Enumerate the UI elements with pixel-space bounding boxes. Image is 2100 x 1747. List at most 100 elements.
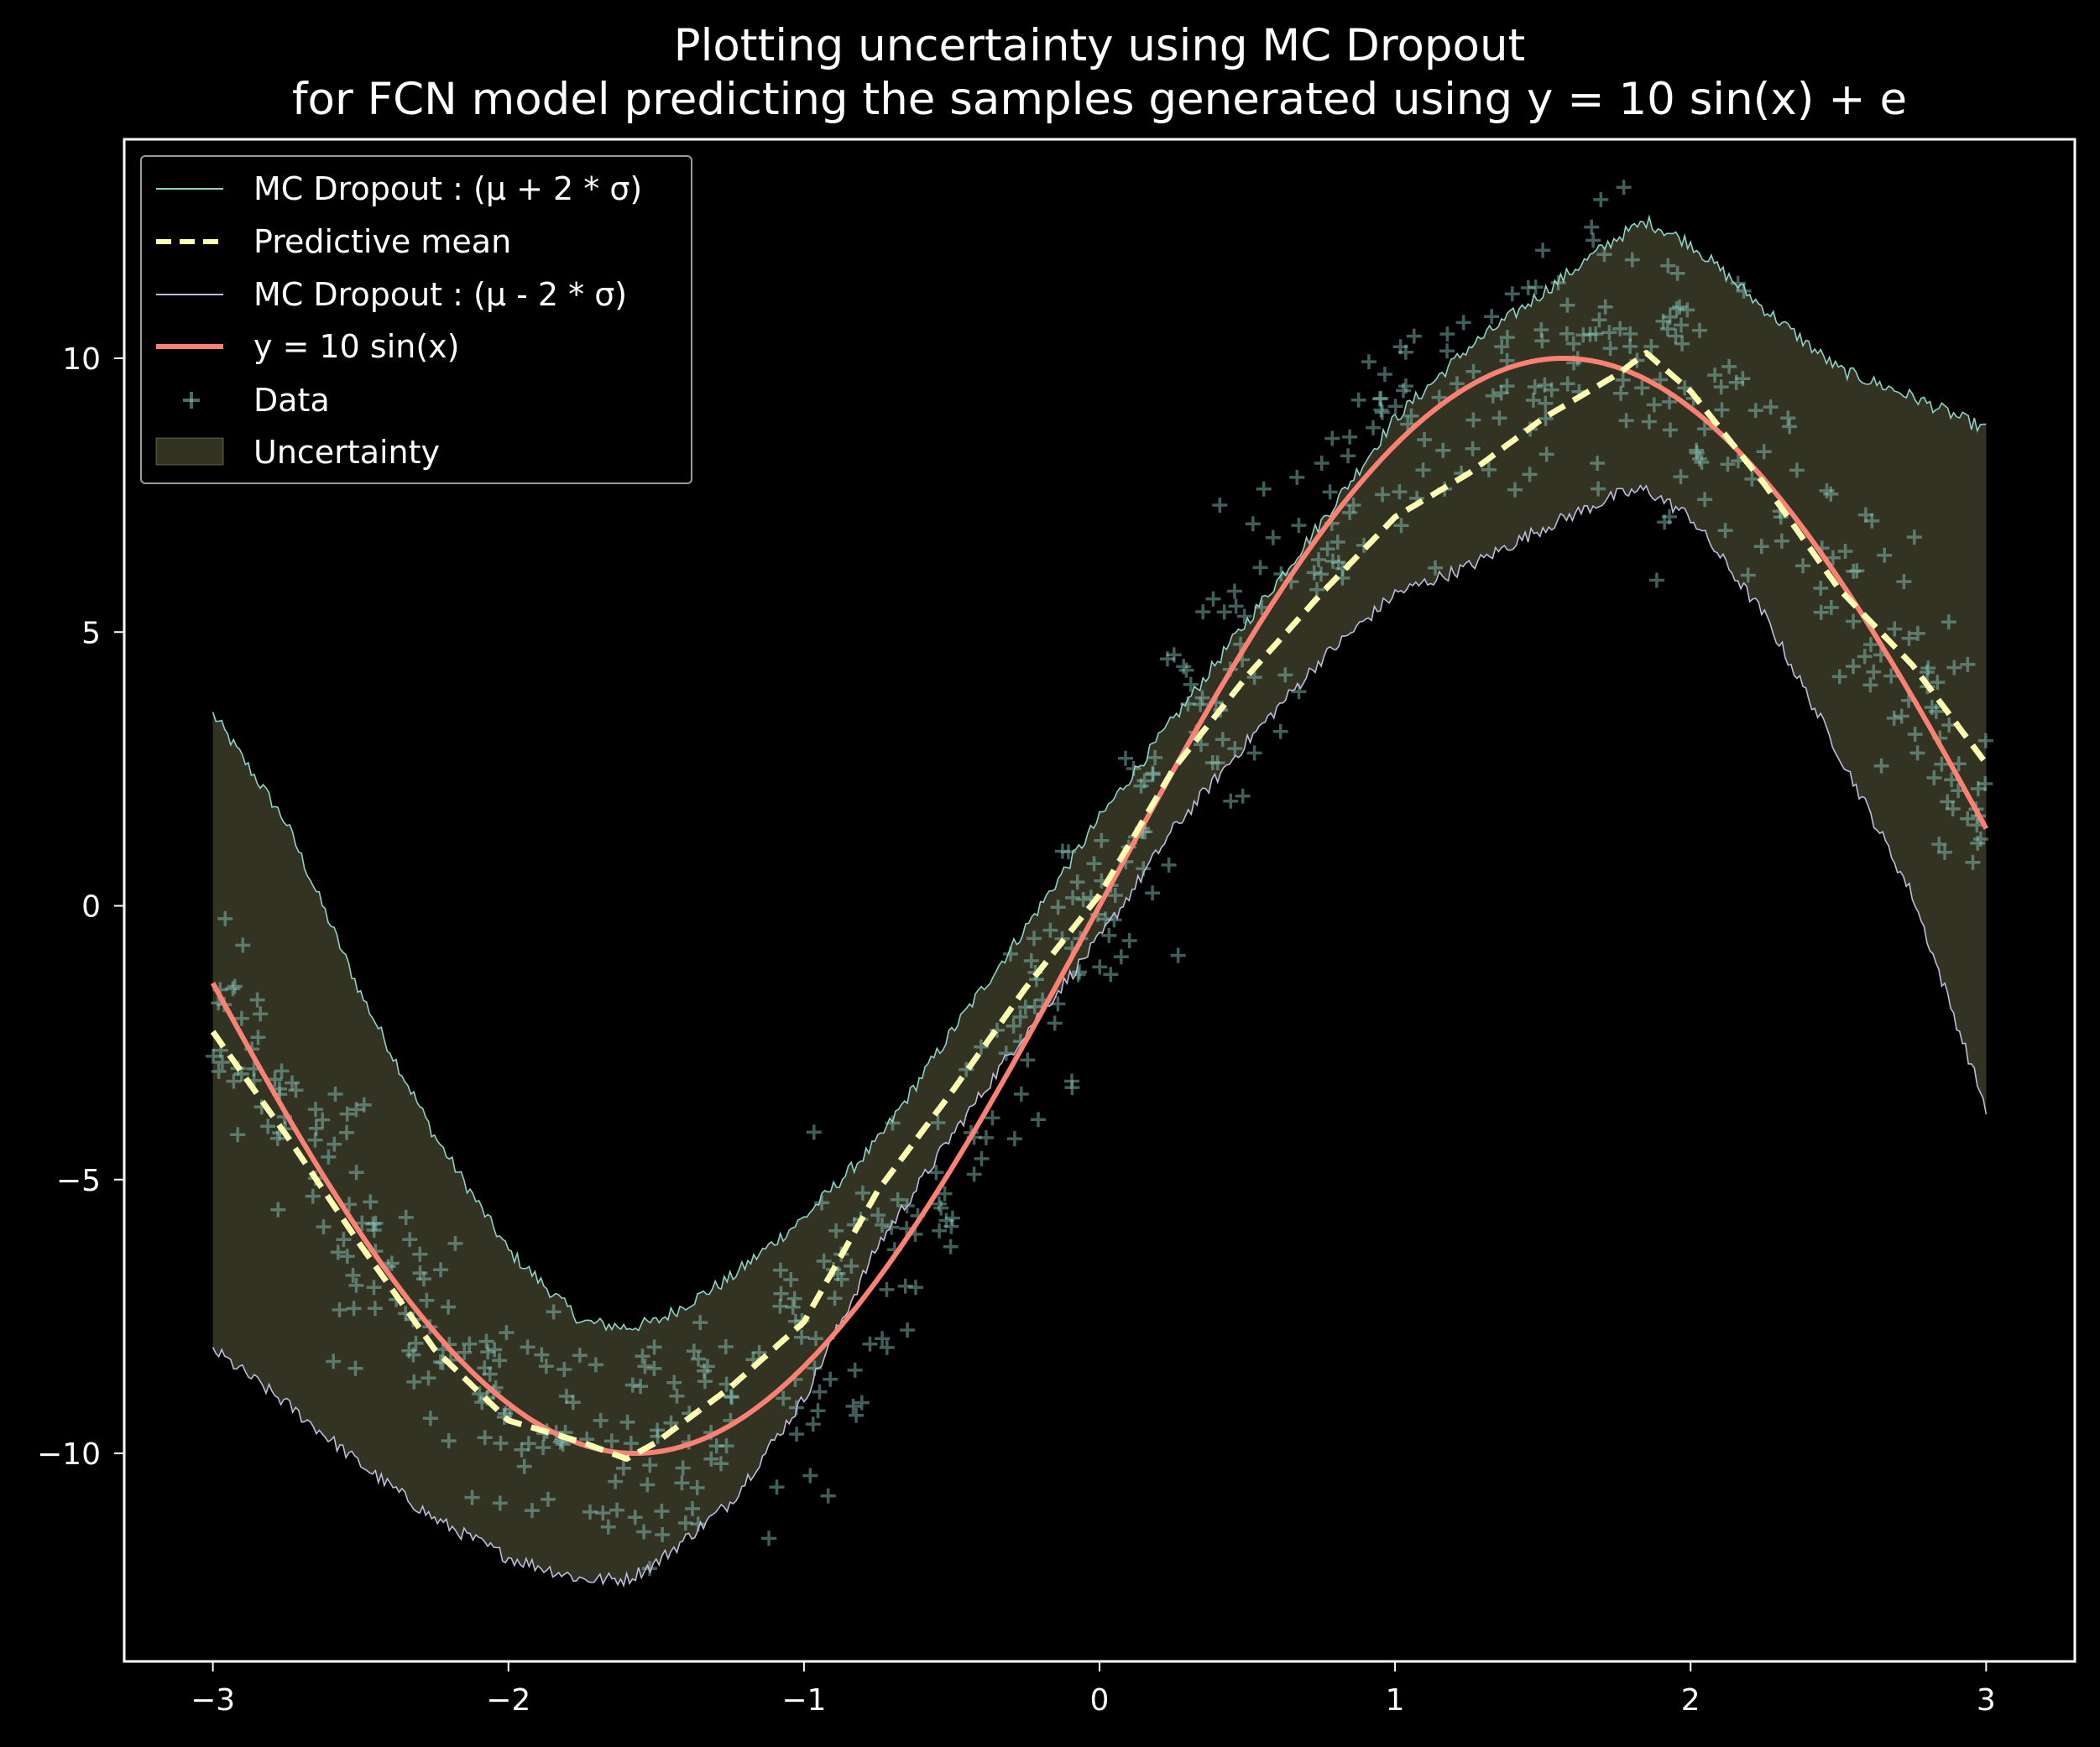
data-point: [493, 1436, 509, 1451]
data-point: [776, 1390, 791, 1406]
data-point: [516, 1458, 532, 1474]
data-point: [974, 1150, 990, 1166]
plot-area: [206, 180, 1993, 1588]
data-point: [1591, 481, 1606, 497]
data-point: [1047, 1015, 1063, 1031]
data-point: [1679, 302, 1695, 318]
data-point: [1136, 773, 1152, 789]
legend-mean-label: Predictive mean: [253, 223, 511, 260]
data-point: [1520, 280, 1536, 295]
data-point: [1782, 419, 1798, 435]
data-point: [226, 1073, 242, 1089]
data-point: [1753, 539, 1769, 555]
data-point: [1970, 835, 1986, 851]
data-point: [260, 1119, 276, 1134]
data-point: [1641, 414, 1657, 430]
data-point: [1780, 410, 1796, 426]
data-point: [1660, 258, 1676, 274]
data-point: [1322, 484, 1338, 500]
data-point: [1873, 758, 1889, 774]
data-point: [1674, 317, 1689, 333]
data-point: [1306, 565, 1322, 581]
data-point: [1195, 604, 1211, 620]
data-point: [211, 1063, 227, 1079]
legend-lower-label: MC Dropout : (μ - 2 * σ): [253, 276, 627, 313]
data-point: [1720, 456, 1736, 472]
data-point: [635, 1348, 650, 1364]
data-point: [844, 1258, 859, 1274]
data-point: [1265, 529, 1281, 545]
data-point: [1161, 857, 1177, 873]
data-point: [1662, 394, 1677, 409]
data-point: [1455, 315, 1471, 331]
data-point: [814, 1195, 830, 1211]
data-point: [1342, 504, 1358, 520]
data-point: [646, 1339, 662, 1355]
data-point: [408, 1335, 424, 1351]
data-point: [1669, 265, 1685, 281]
data-point: [1397, 344, 1413, 360]
data-point: [1227, 741, 1243, 757]
data-point: [253, 1006, 269, 1022]
legend-uncertainty-label: Uncertainty: [253, 434, 440, 471]
data-point: [718, 1339, 734, 1354]
data-point: [789, 1426, 805, 1442]
data-point: [608, 1473, 624, 1489]
data-point: [366, 1223, 382, 1238]
data-point: [1103, 967, 1119, 983]
data-point: [1145, 885, 1161, 901]
data-point: [1439, 326, 1455, 342]
data-point: [1977, 733, 1993, 748]
data-point: [724, 1389, 739, 1405]
data-point: [854, 1185, 870, 1201]
data-point: [1907, 727, 1923, 743]
data-point: [1246, 745, 1262, 761]
data-point: [347, 1360, 363, 1376]
data-point: [367, 1301, 383, 1317]
data-point: [1376, 367, 1392, 382]
data-scatter: [206, 180, 1993, 1577]
data-point: [1694, 454, 1710, 470]
data-point: [1319, 541, 1335, 557]
data-point: [1400, 416, 1416, 432]
data-point: [1178, 662, 1194, 678]
data-point: [433, 1262, 449, 1278]
data-point: [1707, 368, 1723, 383]
data-point: [820, 1488, 836, 1504]
data-point: [1133, 778, 1149, 794]
data-point: [1613, 385, 1629, 401]
legend-data-label: Data: [253, 382, 330, 419]
data-point: [1330, 555, 1346, 571]
data-point: [692, 1315, 708, 1331]
data-point: [330, 1244, 346, 1260]
data-point: [1504, 286, 1520, 302]
data-point: [1070, 967, 1086, 983]
data-point: [1342, 429, 1358, 445]
data-point: [1659, 321, 1675, 336]
data-point: [1813, 604, 1829, 620]
data-point: [556, 1362, 572, 1377]
data-point: [1533, 322, 1549, 338]
data-point: [884, 1219, 900, 1235]
data-point: [1183, 676, 1199, 692]
data-point: [943, 1218, 959, 1234]
data-point: [1714, 402, 1730, 418]
data-point: [535, 1440, 551, 1456]
data-point: [1740, 567, 1756, 583]
data-point: [870, 1207, 886, 1223]
data-point: [482, 1366, 498, 1382]
data-point: [1977, 776, 1993, 791]
data-point: [772, 1298, 788, 1314]
data-point: [1205, 591, 1221, 607]
data-point: [1930, 675, 1946, 691]
data-point: [472, 1386, 488, 1402]
data-point: [363, 1194, 379, 1210]
data-point: [1622, 338, 1638, 354]
data-point: [1559, 326, 1575, 342]
data-point: [1465, 412, 1481, 428]
data-point: [1069, 874, 1085, 890]
data-point: [1662, 508, 1677, 524]
data-point: [603, 1433, 619, 1449]
data-point: [348, 1277, 364, 1293]
